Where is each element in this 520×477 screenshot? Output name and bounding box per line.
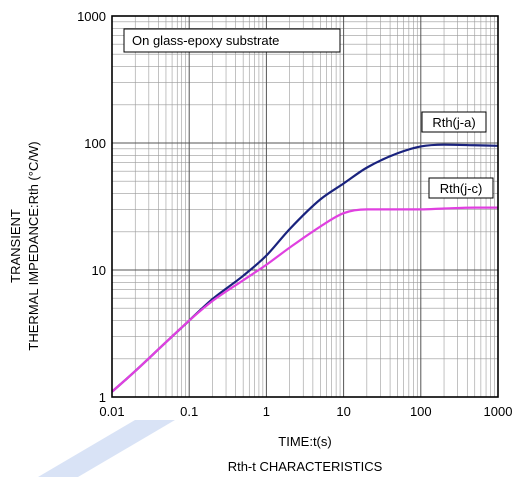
- series-line-rth-j-c: [111, 206, 498, 393]
- series-label-rth-j-a: Rth(j-a): [432, 115, 475, 130]
- x-tick-labels: 0.01 0.1 1 10 100 1000: [99, 404, 512, 419]
- x-tick-label: 0.01: [99, 404, 124, 419]
- x-tick-label: 100: [410, 404, 432, 419]
- plot-frame: [111, 15, 499, 398]
- annotation-box: On glass-epoxy substrate: [123, 28, 341, 53]
- series-label-rth-j-c: Rth(j-c): [440, 181, 483, 196]
- x-tick-label: 0.1: [180, 404, 198, 419]
- y-tick-labels: 1 10 100 1000: [77, 9, 106, 405]
- x-tick-label: 1000: [484, 404, 513, 419]
- series-label-box-rth-j-c: [428, 177, 494, 199]
- y-tick-label: 1000: [77, 9, 106, 24]
- x-axis-label: TIME:t(s): [278, 434, 331, 449]
- y-axis-label-line2: THERMAL IMPEDANCE:Rth (°C/W): [26, 141, 41, 350]
- y-tick-label: 100: [84, 136, 106, 151]
- x-tick-label: 10: [336, 404, 350, 419]
- series-labels: Rth(j-a) Rth(j-c): [421, 111, 494, 199]
- series-layer: [111, 143, 499, 393]
- series-label-box-rth-j-a: [421, 111, 487, 133]
- chart-caption: Rth-t CHARACTERISTICS: [228, 459, 383, 474]
- annotation-text: On glass-epoxy substrate: [132, 33, 279, 48]
- watermark-stripe: [38, 420, 175, 477]
- x-tick-label: 1: [263, 404, 270, 419]
- y-tick-label: 1: [99, 390, 106, 405]
- y-axis-label-line1: TRANSIENT: [8, 209, 23, 283]
- y-tick-label: 10: [92, 263, 106, 278]
